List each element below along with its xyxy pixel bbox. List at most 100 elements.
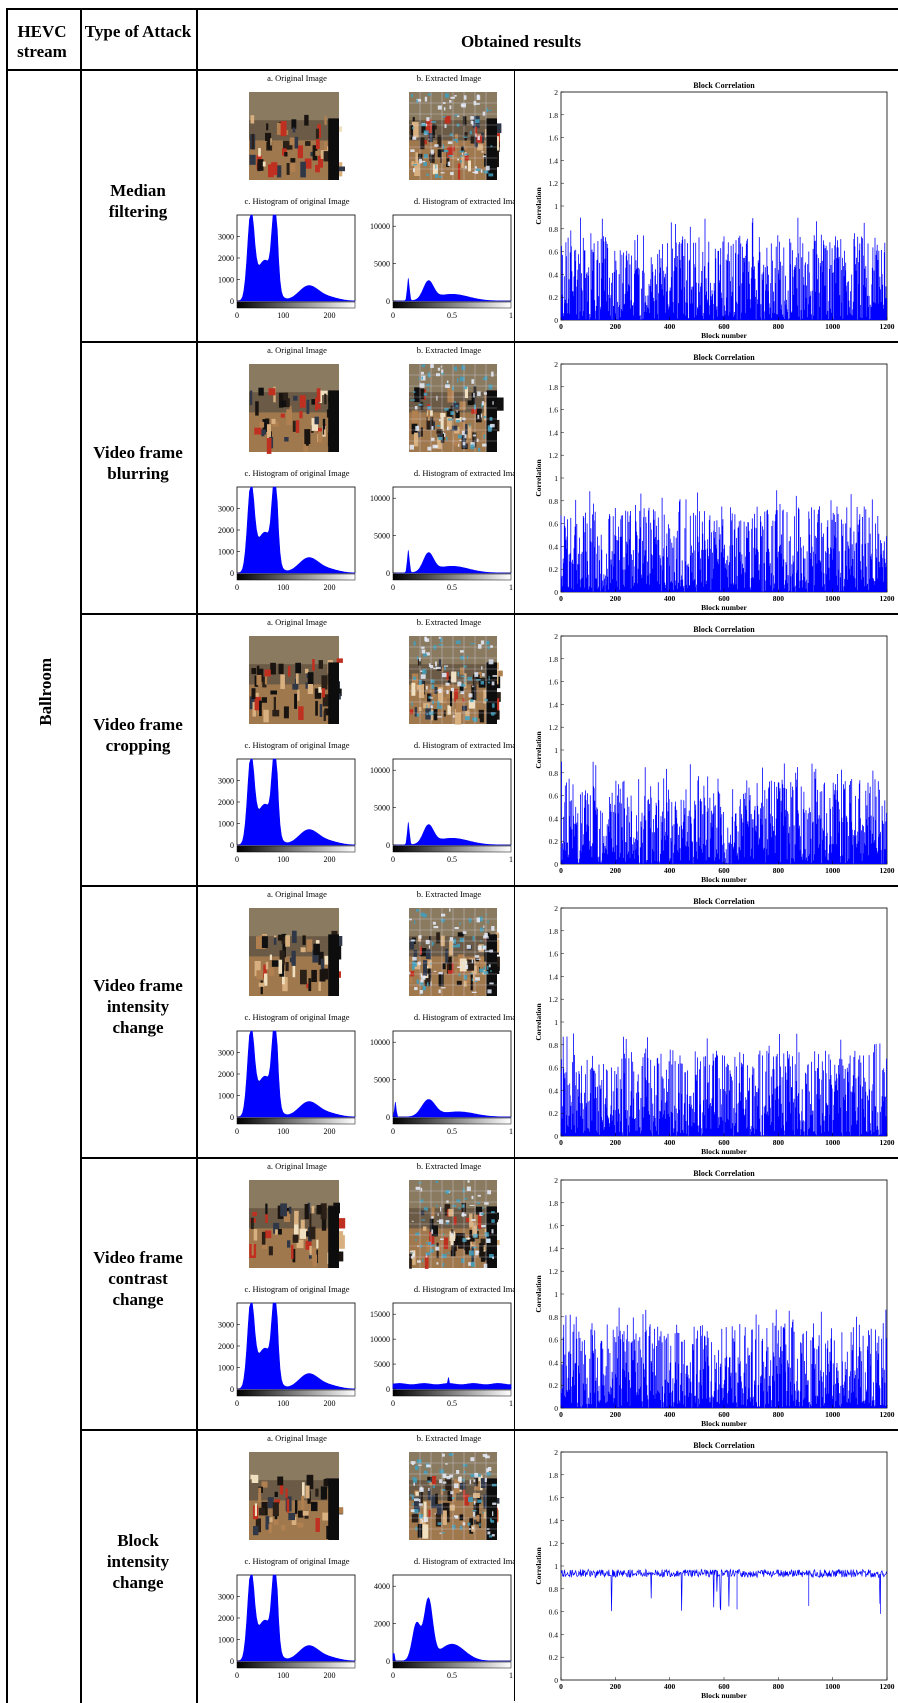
- label-hist-original: c. Histogram of original Image: [244, 740, 349, 750]
- corr-xtick: 200: [610, 594, 622, 603]
- hist-orig-ytick: 0: [230, 297, 234, 306]
- table-rule: [80, 613, 898, 615]
- corr-ytick: 1.2: [549, 723, 559, 732]
- hist-orig-xtick: 0: [235, 1671, 239, 1680]
- corr-xtick: 800: [773, 866, 785, 875]
- corr-ytick: 0.6: [549, 1336, 559, 1345]
- hist-orig-xtick: 100: [277, 855, 289, 864]
- label-hist-extracted: d. Histogram of extracted Image: [414, 1012, 515, 1022]
- corr-ytick: 0.8: [549, 1585, 559, 1594]
- attack-type-label: Block intensity change: [106, 1530, 170, 1592]
- hist-ext-xtick: 1: [509, 855, 513, 864]
- hist-orig-ytick: 3000: [218, 1321, 234, 1330]
- corr-xlabel: Block number: [701, 1419, 747, 1428]
- extracted-image: [409, 1180, 500, 1269]
- hist-ext-ytick: 4000: [374, 1582, 390, 1591]
- results-table: HEVC stream Type of Attack Obtained resu…: [6, 8, 898, 1703]
- corr-xtick: 1200: [880, 1410, 895, 1419]
- hist-orig-xtick: 200: [324, 311, 336, 320]
- corr-ytick: 1.2: [549, 451, 559, 460]
- hist-ext-xtick: 1: [509, 1399, 513, 1408]
- hist-orig-xtick: 200: [324, 1399, 336, 1408]
- corr-ytick: 1: [554, 746, 558, 755]
- corr-xlabel: Block number: [701, 875, 747, 884]
- grayscale-bar: [236, 1661, 356, 1669]
- hist-ext-xtick: 0.5: [447, 1399, 457, 1408]
- corr-ytick: 1: [554, 474, 558, 483]
- hist-ext-ytick: 5000: [374, 532, 390, 541]
- block-correlation-chart: Block Correlation 0 0.2 0.4 0.6 0.8 1 1.2 1.4 1.6…: [534, 353, 895, 612]
- block-correlation-chart: Block Correlation 0 0.2 0.4 0.6 0.8 1 1.2 1.4 1.6…: [534, 1441, 895, 1700]
- corr-bars: [560, 1307, 887, 1408]
- hist-orig-ytick: 2000: [218, 526, 234, 535]
- hist-orig-ytick: 1000: [218, 820, 234, 829]
- label-extracted-image: b. Extracted Image: [417, 617, 482, 627]
- table-rule: [514, 1157, 515, 1429]
- corr-xtick: 600: [718, 1410, 730, 1419]
- label-extracted-image: b. Extracted Image: [417, 1433, 482, 1443]
- label-hist-extracted: d. Histogram of extracted Image: [414, 740, 515, 750]
- hist-ext-xtick: 1: [509, 583, 513, 592]
- corr-ytick: 1.8: [549, 1199, 559, 1208]
- corr-ytick: 0.8: [549, 225, 559, 234]
- corr-ytick: 1.4: [549, 428, 559, 437]
- corr-xtick: 1000: [825, 594, 840, 603]
- hist-ext-xtick: 0: [391, 1671, 395, 1680]
- corr-ytick: 0.6: [549, 1608, 559, 1617]
- extracted-image: [409, 364, 504, 452]
- corr-ytick: 1.8: [549, 1471, 559, 1480]
- hist-ext-ytick: 5000: [374, 1076, 390, 1085]
- correlation-panel: Block Correlation 0 0.2 0.4 0.6 0.8 1 1.2 1.4 1.6…: [534, 1441, 895, 1700]
- hist-original: 0 1000 2000 3000 0 100 200: [218, 1574, 356, 1680]
- label-extracted-image: b. Extracted Image: [417, 345, 482, 355]
- hist-ext-xtick: 0: [391, 1127, 395, 1136]
- corr-ytick: 1.8: [549, 655, 559, 664]
- corr-ytick: 1.8: [549, 111, 559, 120]
- stream-name: Ballroom: [36, 658, 55, 726]
- correlation-panel: Block Correlation 0 0.2 0.4 0.6 0.8 1 1.2 1.4 1.6…: [534, 81, 895, 340]
- corr-xtick: 1000: [825, 1682, 840, 1691]
- corr-xtick: 200: [610, 1138, 622, 1147]
- corr-ytick: 0.2: [549, 293, 559, 302]
- correlation-panel: Block Correlation 0 0.2 0.4 0.6 0.8 1 1.2 1.4 1.6…: [534, 897, 895, 1156]
- header-hevc-stream: HEVC stream: [17, 22, 67, 61]
- corr-xlabel: Block number: [701, 331, 747, 340]
- table-rule: [6, 8, 898, 10]
- label-hist-original: c. Histogram of original Image: [244, 1284, 349, 1294]
- header-obtained-results: Obtained results: [460, 32, 582, 51]
- attack-type-label: Video frame blurring: [93, 442, 183, 483]
- corr-ylabel: Correlation: [534, 186, 543, 224]
- corr-ytick: 0: [554, 588, 558, 597]
- corr-frame: [560, 635, 888, 865]
- corr-ytick: 2: [554, 632, 558, 641]
- grayscale-bar: [236, 301, 356, 309]
- corr-xtick: 1200: [880, 866, 895, 875]
- corr-ylabel: Correlation: [534, 1002, 543, 1040]
- label-original-image: a. Original Image: [267, 73, 327, 83]
- label-original-image: a. Original Image: [267, 1433, 327, 1443]
- hist-ext-ytick: 0: [386, 1385, 390, 1394]
- block-correlation-chart: Block Correlation 0 0.2 0.4 0.6 0.8 1 1.2 1.4 1.6…: [534, 81, 895, 340]
- corr-xlabel: Block number: [701, 1691, 747, 1700]
- corr-ytick: 0.4: [549, 1358, 559, 1367]
- extracted-image: [409, 908, 500, 996]
- corr-xtick: 0: [559, 322, 563, 331]
- hist-ext-ytick: 10000: [370, 766, 390, 775]
- corr-xtick: 200: [610, 322, 622, 331]
- corr-ytick: 1.8: [549, 383, 559, 392]
- grayscale-bar: [236, 1389, 356, 1397]
- hist-ext-xtick: 1: [509, 311, 513, 320]
- hist-original: 0 1000 2000 3000 0 100 200: [218, 1030, 356, 1136]
- corr-xtick: 0: [559, 1682, 563, 1691]
- original-image: [249, 636, 343, 724]
- table-rule: [80, 341, 898, 343]
- hist-ext-ytick: 5000: [374, 260, 390, 269]
- corr-ytick: 1.4: [549, 1244, 559, 1253]
- corr-title: Block Correlation: [693, 897, 755, 906]
- corr-ytick: 2: [554, 88, 558, 97]
- grayscale-bar: [392, 1389, 512, 1397]
- corr-ytick: 0.4: [549, 1630, 559, 1639]
- hist-ext-xtick: 0.5: [447, 855, 457, 864]
- corr-ytick: 1: [554, 1290, 558, 1299]
- hist-orig-ytick: 0: [230, 841, 234, 850]
